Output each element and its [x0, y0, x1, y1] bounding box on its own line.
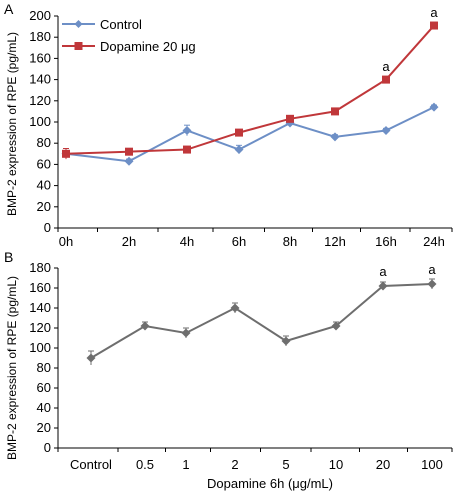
data-point-diamond [378, 281, 388, 291]
data-point-diamond [381, 125, 391, 135]
series-line [90, 283, 433, 359]
y-tick-label: 80 [37, 135, 51, 150]
y-tick-label: 20 [37, 199, 51, 214]
x-tick-label-6h: 6h [232, 234, 246, 249]
x-tick-label-4h: 4h [180, 234, 194, 249]
panel-a: A BMP-2 expression of RPE (pg/mL) 0 20 40 6… [4, 1, 453, 249]
data-point-diamond [427, 279, 437, 289]
legend-item-dopamine: Dopamine 20 μg [62, 39, 196, 54]
panel-b-ticks: 0 20 40 60 80 100 120 140 160 180 Control 0.5 1 2 5 10 2… [29, 260, 453, 472]
y-tick-label: 100 [29, 340, 51, 355]
x-tick-label-10: 10 [329, 457, 343, 472]
x-tick-label-100: 100 [421, 457, 443, 472]
panel-b-y-axis-title: BMP-2 expression of RPE (pg/mL) [5, 276, 19, 460]
legend-dopamine-label: Dopamine 20 μg [100, 39, 196, 54]
data-point-diamond [230, 303, 240, 313]
series-dopamine-20-g [62, 21, 438, 160]
y-tick-label: 0 [44, 440, 51, 455]
data-point-diamond [86, 353, 96, 363]
data-point-square [183, 145, 191, 154]
y-tick-label: 120 [29, 93, 51, 108]
data-point-diamond [429, 102, 439, 112]
data-point-square [382, 75, 390, 84]
panel-a-series [61, 21, 439, 166]
y-tick-label: 140 [29, 300, 51, 315]
y-tick-label: 180 [29, 260, 51, 275]
significance-label: a [430, 5, 438, 20]
legend: Control Dopamine 20 μg [62, 17, 196, 54]
y-tick-label: 20 [37, 420, 51, 435]
x-tick-label-5: 5 [282, 457, 289, 472]
data-point-square [286, 114, 294, 123]
series-line [65, 106, 435, 163]
series-control [61, 102, 439, 166]
y-tick-label: 200 [29, 8, 51, 23]
y-tick-label: 160 [29, 50, 51, 65]
x-tick-label-8h: 8h [283, 234, 297, 249]
data-point-diamond [181, 328, 191, 338]
x-tick-label-2: 2 [231, 457, 238, 472]
data-point-square [62, 149, 70, 158]
data-point-square [430, 21, 438, 30]
x-tick-label-0h: 0h [59, 234, 73, 249]
panel-a-label: A [4, 1, 14, 17]
x-tick-label-control: Control [70, 457, 112, 472]
significance-label: a [379, 264, 387, 279]
legend-control-marker [74, 20, 83, 28]
x-tick-label-20: 20 [376, 457, 390, 472]
y-tick-label: 40 [37, 178, 51, 193]
panel-b: B BMP-2 expression of RPE (pg/mL) Dopami… [4, 249, 453, 491]
x-tick-label-0-5: 0.5 [136, 457, 154, 472]
data-point-square [125, 147, 133, 156]
data-point-diamond [330, 132, 340, 142]
y-tick-label: 120 [29, 320, 51, 335]
significance-label: a [382, 59, 390, 74]
y-tick-label: 40 [37, 400, 51, 415]
y-tick-label: 100 [29, 114, 51, 129]
data-point-square [235, 128, 243, 137]
legend-control-label: Control [100, 17, 142, 32]
data-point-diamond [124, 156, 134, 166]
data-point-diamond [281, 336, 291, 346]
legend-dopamine-marker [74, 42, 83, 50]
panel-b-axes [57, 268, 452, 449]
data-point-diamond [234, 145, 244, 155]
x-tick-label-24h: 24h [423, 234, 445, 249]
panel-a-y-axis-title: BMP-2 expression of RPE (pg/mL) [5, 32, 19, 216]
y-tick-label: 160 [29, 280, 51, 295]
data-point-square [331, 107, 339, 116]
data-point-diamond [331, 321, 341, 331]
x-tick-label-2h: 2h [122, 234, 136, 249]
legend-item-control: Control [62, 17, 142, 32]
data-point-diamond [140, 321, 150, 331]
series-0 [86, 278, 437, 365]
x-tick-label-12h: 12h [324, 234, 346, 249]
y-tick-label: 180 [29, 29, 51, 44]
panel-a-ticks: 0 20 40 60 80 100 120 140 160 180 200 0h 2h 4h 6h 8h 12h… [29, 8, 453, 249]
x-tick-label-1: 1 [182, 457, 189, 472]
data-point-diamond [182, 125, 192, 135]
panel-b-label: B [4, 249, 13, 265]
panel-b-series [86, 278, 437, 365]
y-tick-label: 60 [37, 156, 51, 171]
x-tick-label-16h: 16h [375, 234, 397, 249]
y-tick-label: 60 [37, 380, 51, 395]
y-tick-label: 80 [37, 360, 51, 375]
y-tick-label: 0 [44, 220, 51, 235]
panel-b-x-axis-title: Dopamine 6h (μg/mL) [207, 476, 333, 491]
panel-a-annotations: aa [382, 5, 438, 74]
series-line [65, 24, 435, 155]
y-tick-label: 140 [29, 72, 51, 87]
significance-label: a [428, 262, 436, 277]
